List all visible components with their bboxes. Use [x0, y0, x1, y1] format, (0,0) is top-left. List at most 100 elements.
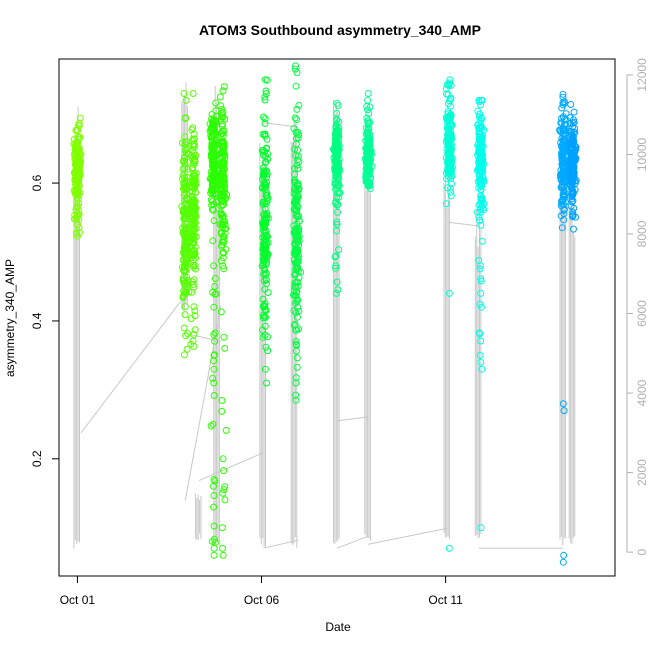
data-point	[559, 146, 567, 153]
data-point	[189, 226, 197, 234]
data-point	[367, 148, 375, 156]
data-point	[262, 158, 270, 166]
data-point	[443, 175, 450, 183]
data-point	[219, 544, 226, 552]
data-point	[222, 245, 230, 253]
data-point	[570, 225, 577, 233]
data-point	[221, 483, 229, 491]
data-point	[219, 551, 227, 559]
data-point	[75, 216, 83, 224]
data-point	[261, 365, 269, 373]
data-point	[209, 197, 217, 205]
data-point	[566, 128, 574, 135]
data-point	[330, 154, 338, 162]
data-point	[260, 167, 268, 175]
data-point	[331, 253, 339, 261]
data-point	[333, 157, 341, 165]
data-point	[261, 131, 268, 139]
data-point	[261, 76, 269, 84]
data-point	[73, 194, 81, 202]
data-point	[445, 289, 453, 297]
data-point	[209, 288, 217, 296]
data-point	[183, 174, 191, 181]
data-point	[262, 261, 270, 269]
data-point	[444, 151, 452, 158]
data-point	[72, 181, 79, 188]
y-left-tick-label: 0.2	[30, 450, 44, 467]
data-point	[332, 147, 340, 155]
data-point	[478, 303, 485, 311]
data-point	[293, 187, 301, 195]
data-point	[210, 131, 218, 139]
data-point	[478, 148, 486, 156]
data-point	[334, 102, 342, 109]
data-point	[333, 169, 341, 177]
data-point	[334, 130, 342, 138]
data-point	[333, 201, 341, 209]
data-point	[258, 147, 266, 155]
data-point	[291, 114, 299, 122]
data-point	[568, 193, 576, 200]
data-point	[333, 184, 341, 192]
data-point	[218, 238, 226, 246]
data-point	[261, 235, 269, 243]
data-point	[558, 198, 566, 206]
data-point	[262, 145, 270, 153]
data-point	[447, 131, 454, 139]
data-point	[182, 96, 190, 104]
data-point	[290, 321, 298, 329]
data-point	[562, 120, 569, 128]
data-point	[259, 312, 267, 319]
data-point	[478, 132, 486, 140]
data-point	[210, 165, 217, 173]
data-point	[570, 138, 578, 146]
y-axis-label: asymmetry_340_AMP	[3, 259, 17, 377]
data-point	[295, 241, 303, 249]
data-point	[560, 131, 567, 139]
data-point	[559, 101, 567, 109]
data-point	[292, 379, 300, 387]
data-point	[475, 98, 483, 106]
data-point	[566, 114, 574, 122]
data-point	[189, 230, 197, 238]
data-point	[291, 199, 299, 207]
data-point	[74, 127, 82, 135]
data-point	[477, 337, 485, 345]
data-point	[220, 333, 228, 341]
data-point	[442, 200, 450, 208]
data-point	[477, 114, 485, 122]
data-point	[264, 333, 272, 341]
data-point	[74, 221, 81, 229]
data-point	[569, 119, 577, 127]
data-point	[186, 242, 194, 250]
data-point	[569, 171, 577, 179]
data-point	[292, 396, 300, 404]
data-point	[190, 263, 198, 271]
data-point	[218, 110, 226, 117]
y-left-tick-label: 0.4	[30, 312, 44, 329]
data-point	[446, 164, 454, 171]
data-point	[333, 220, 341, 228]
data-point	[178, 139, 186, 147]
data-point	[560, 551, 568, 559]
data-point	[210, 544, 218, 552]
data-point	[335, 118, 343, 126]
data-point	[219, 455, 227, 463]
data-point	[560, 216, 568, 224]
data-point	[73, 197, 81, 205]
data-point	[446, 111, 454, 119]
counter-connector	[263, 539, 299, 549]
data-point	[262, 343, 270, 351]
data-point	[475, 148, 483, 156]
counter-connector	[336, 535, 369, 549]
data-point	[477, 140, 485, 148]
data-point	[189, 209, 197, 217]
data-point	[568, 179, 576, 187]
data-point	[207, 422, 215, 430]
data-point	[260, 250, 268, 258]
data-point	[292, 338, 300, 345]
data-point	[259, 302, 267, 310]
data-point	[179, 277, 187, 285]
data-point	[477, 221, 485, 229]
data-point	[189, 147, 197, 154]
